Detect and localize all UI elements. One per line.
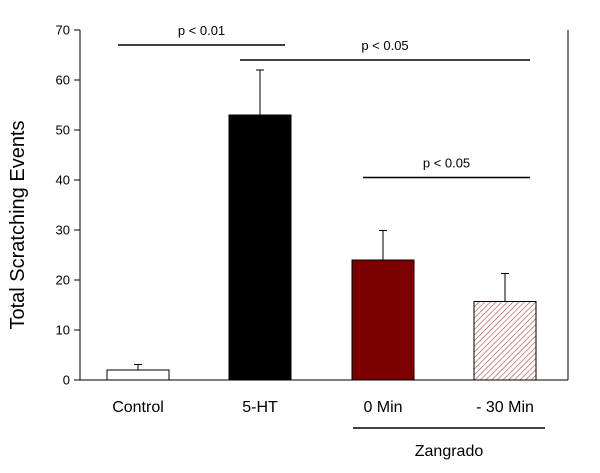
y-tick-label: 40	[56, 173, 70, 188]
error-bars	[134, 69, 509, 370]
labels: Total Scratching Events Control 5-HT 0 Min -…	[7, 121, 545, 460]
category-label-0: Control	[112, 399, 164, 416]
y-tick-label: 30	[56, 223, 70, 238]
y-tick-label: 60	[56, 73, 70, 88]
significance-label-2: p < 0.05	[423, 156, 470, 171]
y-tick-label: 20	[56, 273, 70, 288]
y-tick-label: 50	[56, 123, 70, 138]
category-label-1: 5-HT	[242, 399, 278, 416]
category-label-2: 0 Min	[363, 399, 402, 416]
y-tick-label: 70	[56, 23, 70, 38]
significance-label-0: p < 0.01	[178, 23, 225, 38]
bar-1	[228, 114, 292, 381]
bar-2	[351, 259, 415, 381]
y-tick-label: 0	[63, 373, 70, 388]
bars	[106, 114, 537, 381]
bar-0	[106, 369, 170, 381]
group-label: Zangrado	[415, 443, 484, 460]
bar-3	[473, 301, 537, 381]
category-label-3: - 30 Min	[476, 399, 534, 416]
significance-annotations: p < 0.01 p < 0.05 p < 0.05	[118, 23, 530, 179]
significance-label-1: p < 0.05	[361, 38, 408, 53]
y-axis-title: Total Scratching Events	[7, 121, 29, 330]
y-tick-label: 10	[56, 323, 70, 338]
